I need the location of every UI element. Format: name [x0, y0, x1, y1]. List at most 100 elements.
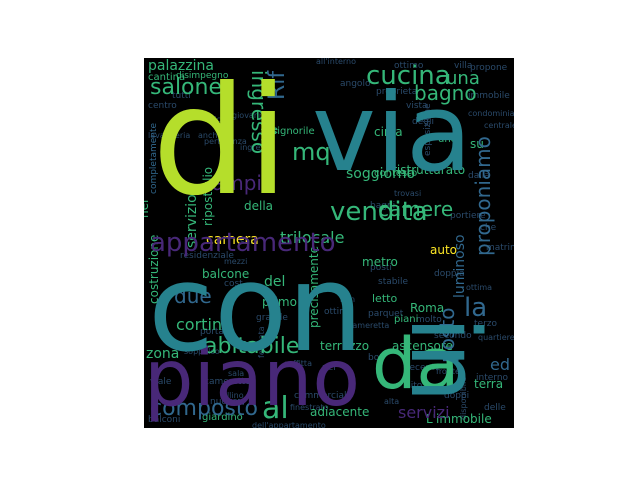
cloud-word: primo: [262, 295, 297, 309]
cloud-word: giovanni: [232, 111, 266, 120]
cloud-word: trovasi: [394, 189, 421, 198]
cloud-word: ottima: [466, 283, 492, 292]
cloud-word: quartiere: [478, 333, 514, 342]
cloud-word: terra: [474, 377, 503, 391]
cloud-word: costruzione: [147, 235, 161, 304]
cloud-word: da: [372, 323, 459, 405]
cloud-word: ascensore: [392, 339, 453, 353]
cloud-word: parquet: [368, 309, 404, 319]
cloud-word: tre: [264, 125, 278, 136]
cloud-word: interno: [476, 373, 509, 383]
cloud-word: villa: [454, 61, 472, 71]
cloud-word: di: [152, 58, 289, 229]
cloud-word: precisamente: [307, 246, 321, 328]
cloud-word: posti: [370, 263, 392, 273]
word-cloud: disponibile giovanni ubicato cameretta all'i…: [144, 58, 514, 428]
cloud-word: zona: [146, 346, 179, 362]
cloud-word: dell'appartamento: [252, 421, 326, 428]
cloud-word: box: [368, 353, 385, 363]
cloud-word: bagno: [414, 81, 477, 105]
cloud-word: cucina: [366, 61, 451, 91]
cloud-word: ripostiglio: [201, 167, 215, 226]
cloud-word: ed: [490, 355, 510, 374]
cloud-word: fronte: [436, 367, 460, 376]
cloud-word: metro: [362, 255, 398, 269]
cloud-word: camerette: [204, 377, 251, 387]
cloud-word: completamente: [149, 122, 159, 194]
cloud-word: servizio: [184, 194, 200, 248]
cloud-word: uno: [438, 134, 457, 145]
cloud-word: trilocale: [280, 228, 344, 247]
cloud-word: tutti: [172, 91, 191, 101]
cloud-word: la: [464, 293, 487, 323]
cloud-word: fermata: [257, 326, 266, 358]
cloud-word: soggiorno: [346, 166, 415, 182]
cloud-word: circa: [374, 125, 403, 139]
cloud-word: una: [446, 68, 480, 89]
cloud-word: disimpegno: [176, 71, 229, 81]
cloud-word: ampio: [212, 171, 274, 195]
cloud-word: salone: [150, 75, 222, 100]
cloud-word: posto: [435, 308, 459, 363]
cloud-word: camera: [206, 232, 259, 248]
cloud-word: L'immobile: [426, 412, 492, 426]
cloud-word: san: [240, 237, 256, 247]
cloud-word: sala: [228, 369, 244, 378]
cloud-word: che: [480, 223, 497, 233]
cloud-word: condominiale: [468, 109, 514, 118]
cloud-word: mezzi: [224, 257, 247, 266]
cloud-word: bagni: [370, 201, 395, 211]
cloud-word: contesto: [374, 168, 417, 179]
cloud-word: terzo: [474, 319, 497, 329]
cloud-word: signorile: [272, 126, 315, 137]
cloud-word: del: [264, 274, 285, 290]
cloud-word: luminoso: [452, 234, 468, 298]
cloud-word: letto: [372, 292, 397, 305]
cloud-word: esposizione: [423, 103, 433, 156]
cloud-word: centrale: [484, 121, 514, 130]
cloud-word: grande: [256, 313, 288, 323]
cloud-word: degli: [412, 117, 434, 127]
cloud-word: al: [262, 391, 289, 426]
cloud-word: residenziale: [180, 251, 234, 261]
cloud-word: con: [148, 240, 363, 379]
cloud-word: due: [174, 284, 212, 308]
cloud-word: sito: [406, 381, 423, 391]
cloud-word: proprieta: [376, 87, 417, 97]
cloud-word: su: [470, 137, 484, 151]
cloud-word: balcone: [202, 267, 249, 281]
cloud-word: soffitta: [284, 359, 312, 368]
cloud-word: proponiamo: [471, 136, 495, 256]
cloud-word: giardino: [202, 412, 243, 423]
cloud-word: cameretta: [348, 321, 389, 330]
cloud-word: in: [389, 316, 499, 403]
cloud-word: cortina: [176, 315, 232, 334]
cloud-word: camere: [378, 197, 453, 221]
cloud-word: Rif: [265, 70, 290, 100]
cloud-word: ingresso: [240, 143, 274, 152]
cloud-word: adiacente: [310, 405, 369, 419]
cloud-word: cantina: [148, 72, 185, 83]
cloud-word: nel: [144, 200, 151, 218]
cloud-word: viale: [150, 377, 172, 387]
cloud-word: propone: [470, 63, 508, 73]
cloud-word: Roma: [410, 301, 444, 315]
cloud-word: ingresso: [247, 70, 271, 154]
cloud-word: appartamento: [150, 228, 336, 258]
cloud-word: vendita: [330, 197, 428, 227]
cloud-word: anche: [198, 131, 222, 140]
cloud-word: ristrutturato: [392, 163, 465, 177]
cloud-word: soppalco: [184, 347, 220, 356]
cloud-word: all'interno: [316, 58, 356, 66]
cloud-word: matrimoniale: [486, 243, 514, 253]
cloud-word: piano: [144, 334, 360, 424]
cloud-word: stabile: [378, 277, 408, 287]
cloud-word: balconi: [148, 415, 180, 425]
cloud-word: portiere: [450, 211, 486, 221]
cloud-word: centro: [148, 101, 177, 111]
cloud-word: secondo: [434, 331, 472, 341]
cloud-word: auto: [430, 243, 457, 257]
cloud-word: alta: [384, 397, 399, 406]
cloud-word: lavanderia: [148, 131, 190, 140]
